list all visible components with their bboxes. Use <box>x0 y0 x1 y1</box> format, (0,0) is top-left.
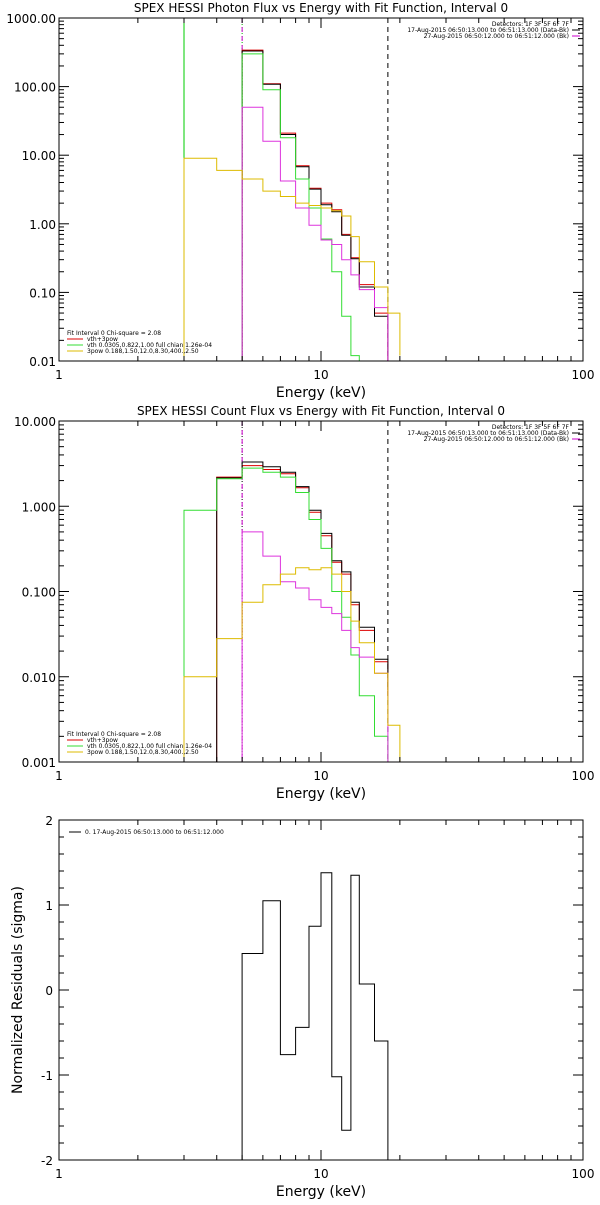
y-tick-label: 1.00 <box>29 218 56 232</box>
series-line-3 <box>241 106 389 361</box>
series-line-3 <box>241 531 389 762</box>
header-text: 27-Aug-2015 06:50:12.000 to 06:51:12.000… <box>424 436 569 443</box>
legend-entry: vth+3pow <box>87 737 118 744</box>
series-line-4 <box>183 567 401 762</box>
header-text: Detectors: 1F 3F 5F 6F 7F <box>492 21 570 28</box>
x-tick-label: 100 <box>572 769 595 783</box>
x-tick-label: 100 <box>572 368 595 382</box>
y-tick-label: 100.00 <box>14 81 56 95</box>
y-tick-label: 0.100 <box>22 586 56 600</box>
x-axis-label: Energy (keV) <box>276 385 366 401</box>
header-text: 27-Aug-2015 06:50:12.000 to 06:51:12.000… <box>424 33 569 40</box>
x-tick-label: 10 <box>313 368 328 382</box>
header-text: 17-Aug-2015 06:50:13.000 to 06:51:13.000… <box>407 27 569 34</box>
y-tick-label: 0.010 <box>22 671 56 685</box>
legend-entry: vth 0.0305,0.822,1.00 full chian 1.26e-0… <box>87 743 212 750</box>
fit-info: Fit Interval 0 Chi-square = 2.08 <box>67 731 161 738</box>
plot-frame <box>58 819 584 1161</box>
chart-title: SPEX HESSI Count Flux vs Energy with Fit… <box>137 404 505 418</box>
x-tick-label: 100 <box>572 1167 595 1181</box>
x-tick-label: 1 <box>55 368 63 382</box>
x-tick-label: 10 <box>313 1167 328 1181</box>
chart-title: SPEX HESSI Photon Flux vs Energy with Fi… <box>134 1 508 15</box>
legend-entry: vth+3pow <box>87 336 118 343</box>
x-tick-label: 1 <box>55 769 63 783</box>
series-line-1 <box>241 50 389 361</box>
y-tick-label: 1.000 <box>22 500 56 514</box>
header-text: 17-Aug-2015 06:50:13.000 to 06:51:13.000… <box>407 430 569 437</box>
x-tick-label: 1 <box>55 1167 63 1181</box>
fit-info: Fit Interval 0 Chi-square = 2.08 <box>67 330 161 337</box>
series-line-4 <box>183 157 401 361</box>
y-tick-label: 10.000 <box>14 415 56 429</box>
y-tick-label: 0.10 <box>29 286 56 300</box>
legend-entry: 0. 17-Aug-2015 06:50:13.000 to 06:51:12.… <box>85 829 224 836</box>
y-tick-label: 0 <box>45 984 53 998</box>
legend-entry: 3pow 0.188,1.50,12.0,8.30,400.,2.50 <box>87 749 199 756</box>
series-line-0 <box>241 872 389 1160</box>
y-tick-label: 1000.00 <box>6 12 56 26</box>
y-tick-label: 10.00 <box>22 149 56 163</box>
legend-entry: 3pow 0.188,1.50,12.0,8.30,400.,2.50 <box>87 348 199 355</box>
plot-frame <box>58 420 584 763</box>
y-tick-label: 2 <box>45 814 53 828</box>
x-tick-label: 10 <box>313 769 328 783</box>
x-axis-label: Energy (keV) <box>276 1184 366 1200</box>
header-text: Detectors: 1F 3F 5F 6F 7F <box>492 424 570 431</box>
x-axis-label: Energy (keV) <box>276 786 366 802</box>
y-tick-label: -1 <box>41 1069 53 1083</box>
series-line-2 <box>183 467 389 762</box>
series-line-2 <box>241 53 389 361</box>
y-tick-label: 1 <box>45 899 53 913</box>
y-axis-label: Normalized Residuals (sigma) <box>10 886 26 1094</box>
legend-entry: vth 0.0305,0.822,1.00 full chian 1.26e-0… <box>87 342 212 349</box>
y-tick-label: -2 <box>41 1154 53 1168</box>
y-tick-label: 0.01 <box>29 355 56 369</box>
y-tick-label: 0.001 <box>22 756 56 770</box>
